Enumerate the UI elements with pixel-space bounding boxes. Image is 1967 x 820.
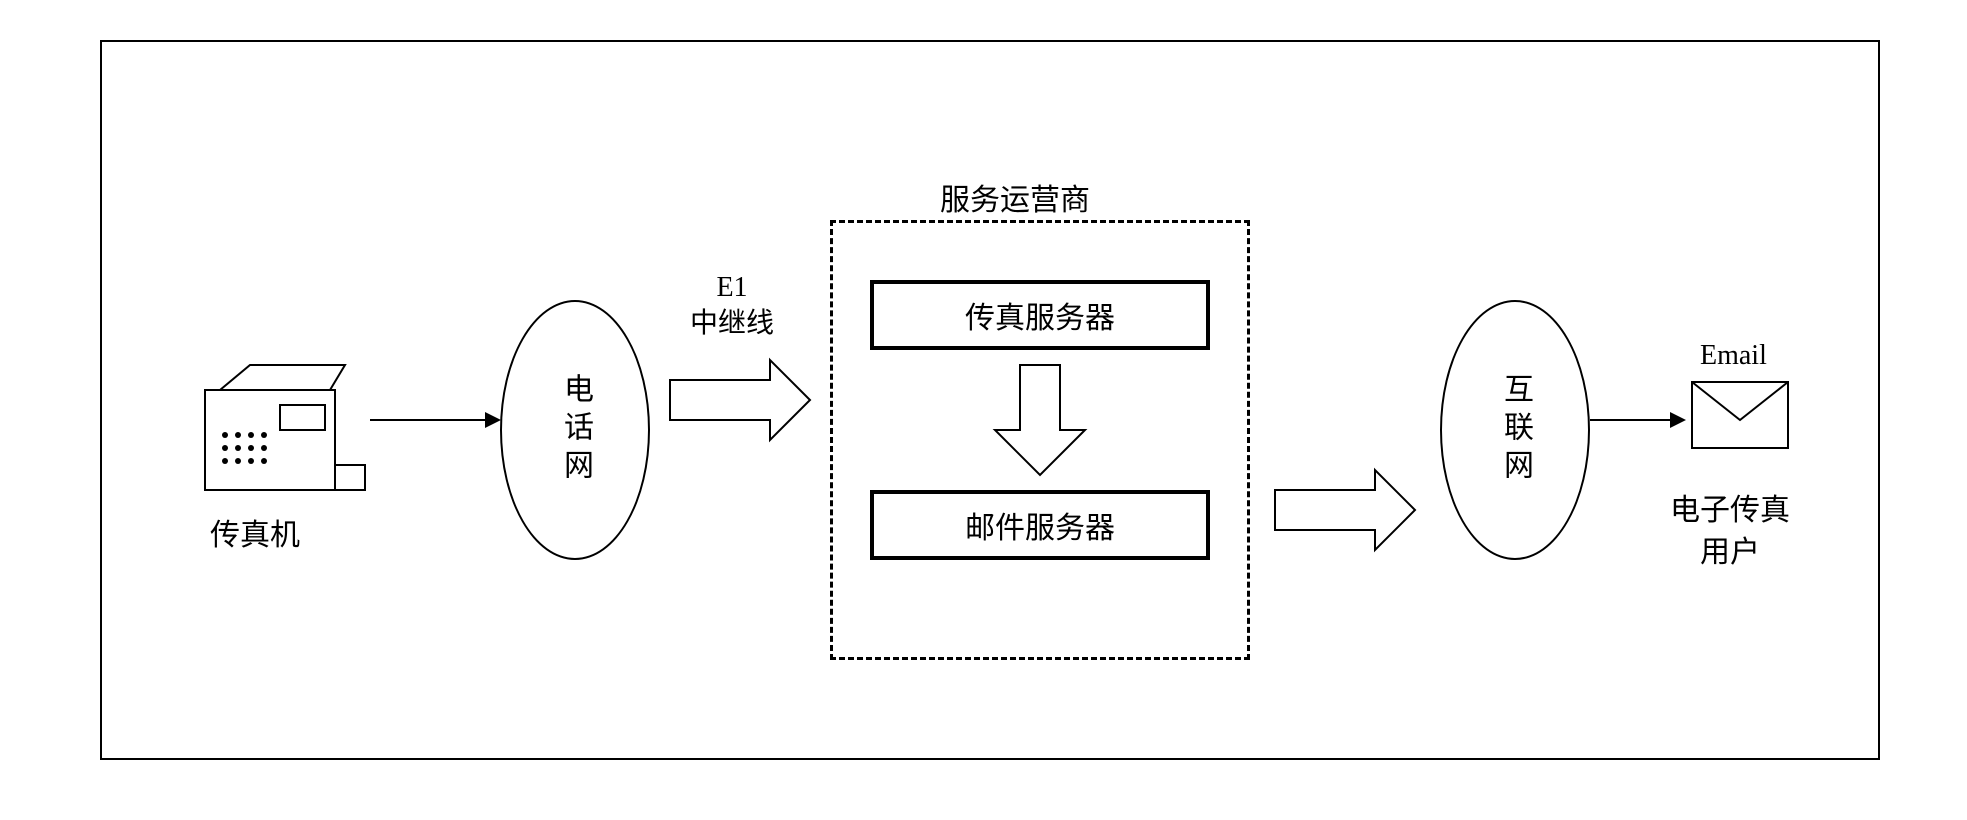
e1-trunk-label: E1 中继线 — [690, 270, 774, 343]
block-arrow-fax-to-mail — [985, 360, 1095, 485]
block-arrow-provider-to-internet — [1270, 460, 1420, 565]
provider-label: 服务运营商 — [940, 175, 1090, 219]
fax-machine-label: 传真机 — [210, 510, 300, 554]
fax-machine-icon — [200, 360, 370, 505]
email-text-label: Email — [1700, 340, 1767, 372]
fax-server-label: 传真服务器 — [965, 293, 1115, 337]
efax-user-label: 电子传真 用户 — [1670, 490, 1790, 574]
efax-user-line2: 用户 — [1670, 532, 1790, 574]
arrow-internet-to-email-head — [1670, 412, 1686, 428]
internet-node: 互联网 — [1440, 300, 1590, 560]
fax-server-box: 传真服务器 — [870, 280, 1210, 350]
e1-label-line1: E1 — [690, 270, 774, 306]
arrow-fax-to-phone — [370, 419, 485, 421]
mail-server-label: 邮件服务器 — [965, 503, 1115, 547]
email-envelope-icon — [1690, 380, 1790, 455]
internet-label: 互联网 — [1493, 373, 1537, 487]
arrow-internet-to-email — [1590, 419, 1670, 421]
efax-user-line1: 电子传真 — [1670, 490, 1790, 532]
e1-label-line2: 中继线 — [690, 306, 774, 342]
block-arrow-phone-to-provider — [665, 350, 815, 455]
phone-network-node: 电话网 — [500, 300, 650, 560]
mail-server-box: 邮件服务器 — [870, 490, 1210, 560]
arrow-fax-to-phone-head — [485, 412, 501, 428]
phone-network-label: 电话网 — [553, 373, 597, 487]
